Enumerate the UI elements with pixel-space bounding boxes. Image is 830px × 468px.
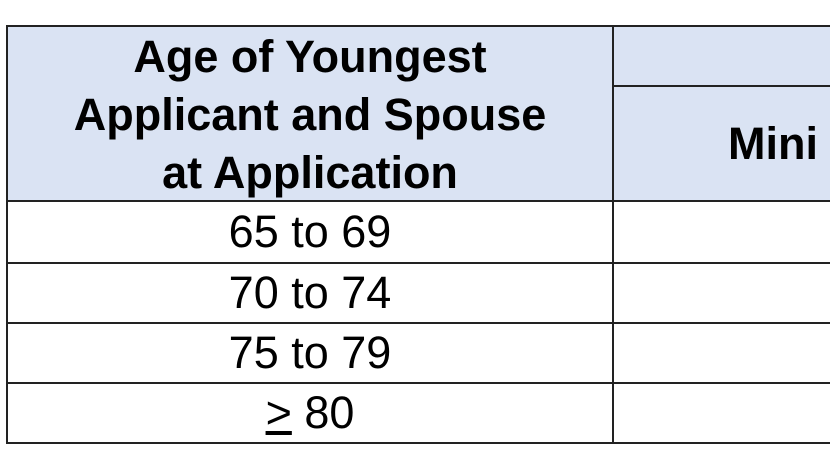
row-cell: 65 to 69 [6, 200, 614, 264]
row-cell: 70 to 74 [6, 262, 614, 324]
header-second-cell: Mini [612, 85, 830, 202]
cell-text: 80 [304, 387, 355, 438]
cell-text: 65 to 69 [228, 206, 392, 257]
header-text: Mini [728, 118, 818, 169]
cell-symbol: > [265, 387, 292, 438]
row-cell: > 80 [6, 382, 614, 444]
header-group-cell [612, 25, 830, 87]
cell-text: 75 to 79 [228, 327, 392, 378]
header-line: at Application [162, 147, 458, 198]
header-age-cell: Age of Youngest Applicant and Spouse at … [6, 25, 614, 202]
row-cell: 75 to 79 [6, 322, 614, 384]
header-line: Applicant and Spouse [73, 89, 547, 140]
row-cell [612, 382, 830, 444]
cell-text: 70 to 74 [228, 267, 392, 318]
row-cell [612, 322, 830, 384]
header-line: Age of Youngest [133, 31, 487, 82]
row-cell [612, 262, 830, 324]
row-cell [612, 200, 830, 264]
